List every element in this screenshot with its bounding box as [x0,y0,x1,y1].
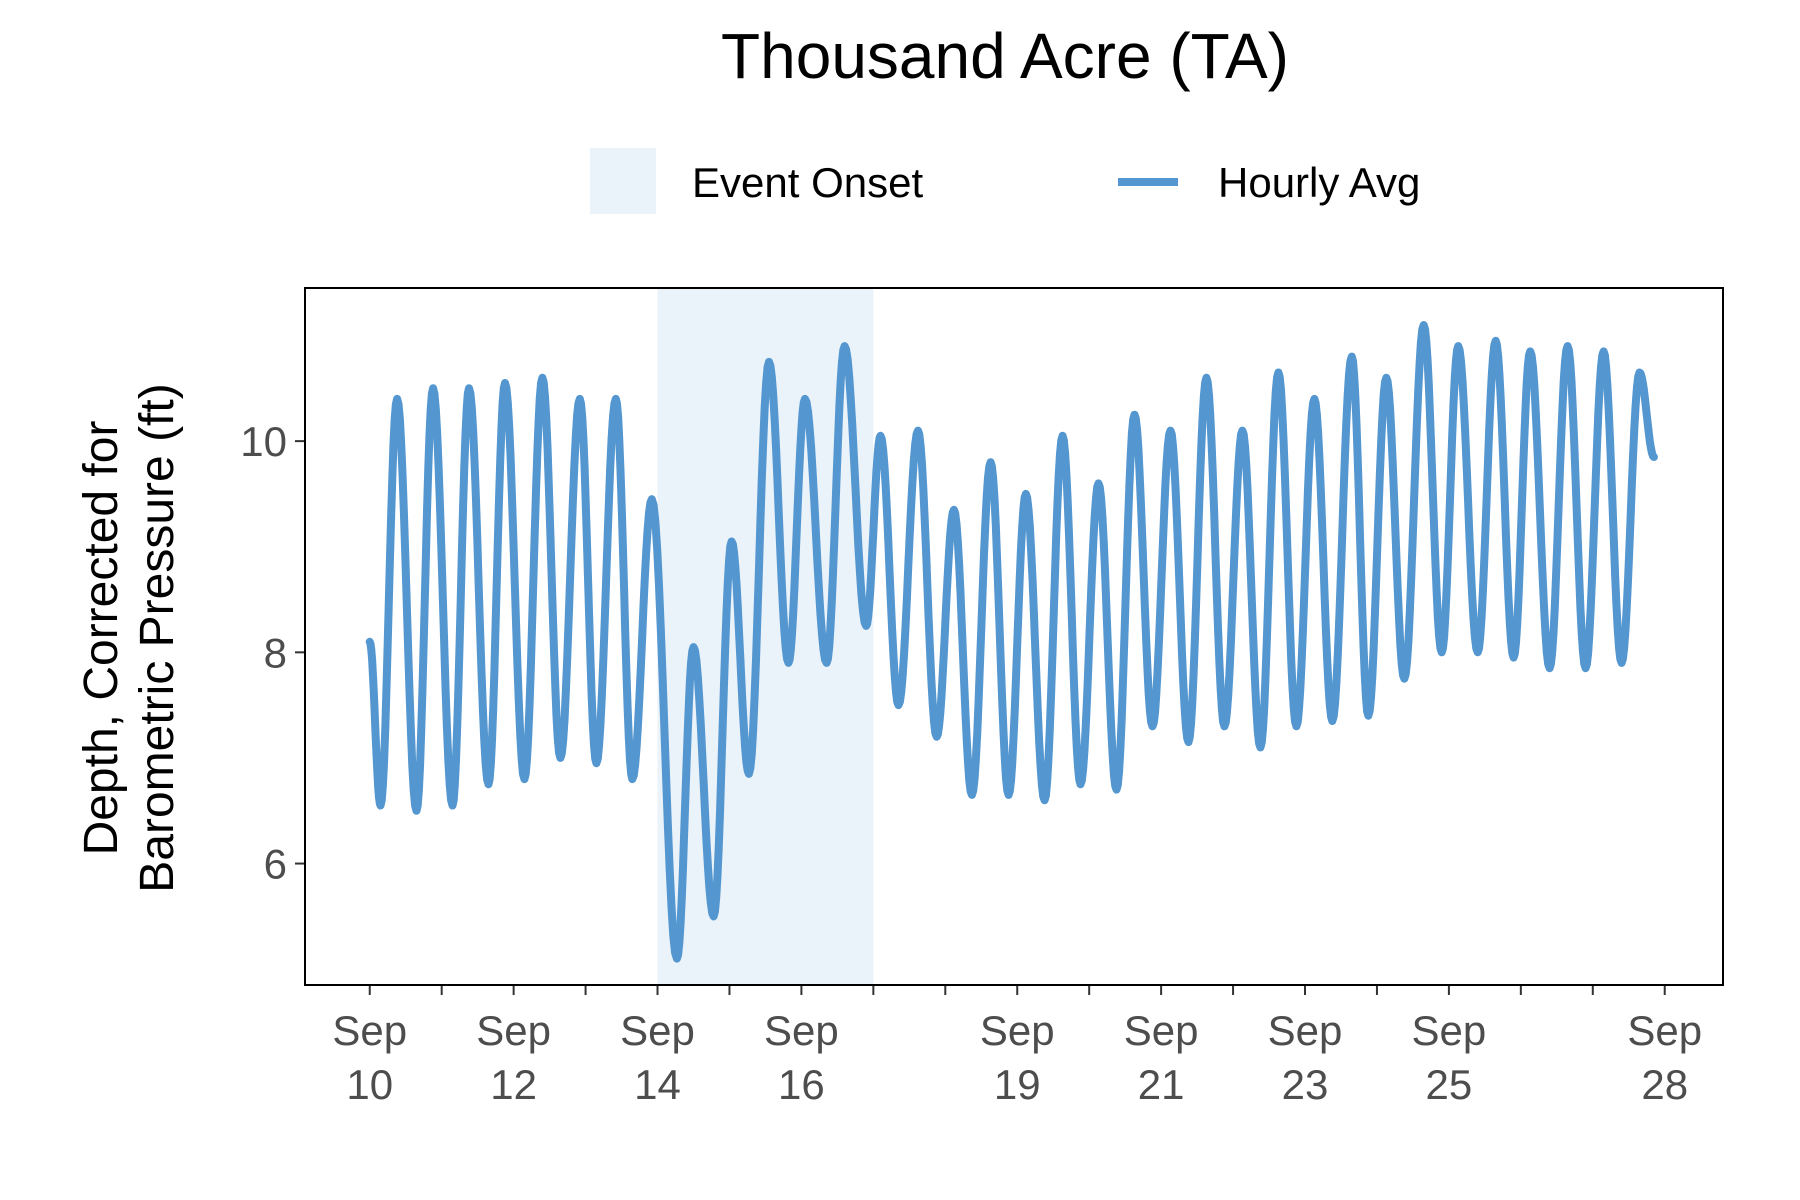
legend-label-event-onset: Event Onset [692,159,923,206]
x-tick-label: 28 [1641,1061,1688,1108]
y-tick-label: 10 [240,418,287,465]
x-tick-label: Sep [332,1007,407,1054]
x-tick-label: 19 [994,1061,1041,1108]
x-tick-label: Sep [476,1007,551,1054]
y-tick-label: 6 [264,841,287,888]
y-tick-label: 8 [264,629,287,676]
chart-title: Thousand Acre (TA) [721,20,1289,92]
x-tick-label: 16 [778,1061,825,1108]
x-tick-label: 21 [1138,1061,1185,1108]
y-axis: 6 8 10 [240,418,305,888]
x-tick-label: Sep [764,1007,839,1054]
x-axis: Sep 10 Sep 12 Sep 14 Sep 16 Sep 19 Sep 21 Sep 23 Sep 25… [332,985,1702,1108]
legend-label-hourly-avg: Hourly Avg [1218,159,1420,206]
x-tick-label: Sep [1412,1007,1487,1054]
x-tick-label: 12 [490,1061,537,1108]
legend: Event Onset Hourly Avg [590,148,1420,214]
x-tick-label: 10 [346,1061,393,1108]
x-tick-label: 14 [634,1061,681,1108]
x-tick-label: 25 [1426,1061,1473,1108]
y-axis-title-line-1: Depth, Corrected for [75,421,128,856]
x-tick-label: Sep [1268,1007,1343,1054]
x-tick-label: Sep [1124,1007,1199,1054]
series-line-hourly-avg [365,321,1658,963]
plot-panel-border [304,287,1724,986]
y-axis-title: Depth, Corrected for Barometric Pressure… [75,383,184,892]
y-axis-title-line-2: Barometric Pressure (ft) [131,383,184,892]
x-tick-label: Sep [1627,1007,1702,1054]
x-tick-label: 23 [1282,1061,1329,1108]
x-tick-label: Sep [620,1007,695,1054]
x-tick-label: Sep [980,1007,1055,1054]
legend-key-event-onset [590,148,656,214]
